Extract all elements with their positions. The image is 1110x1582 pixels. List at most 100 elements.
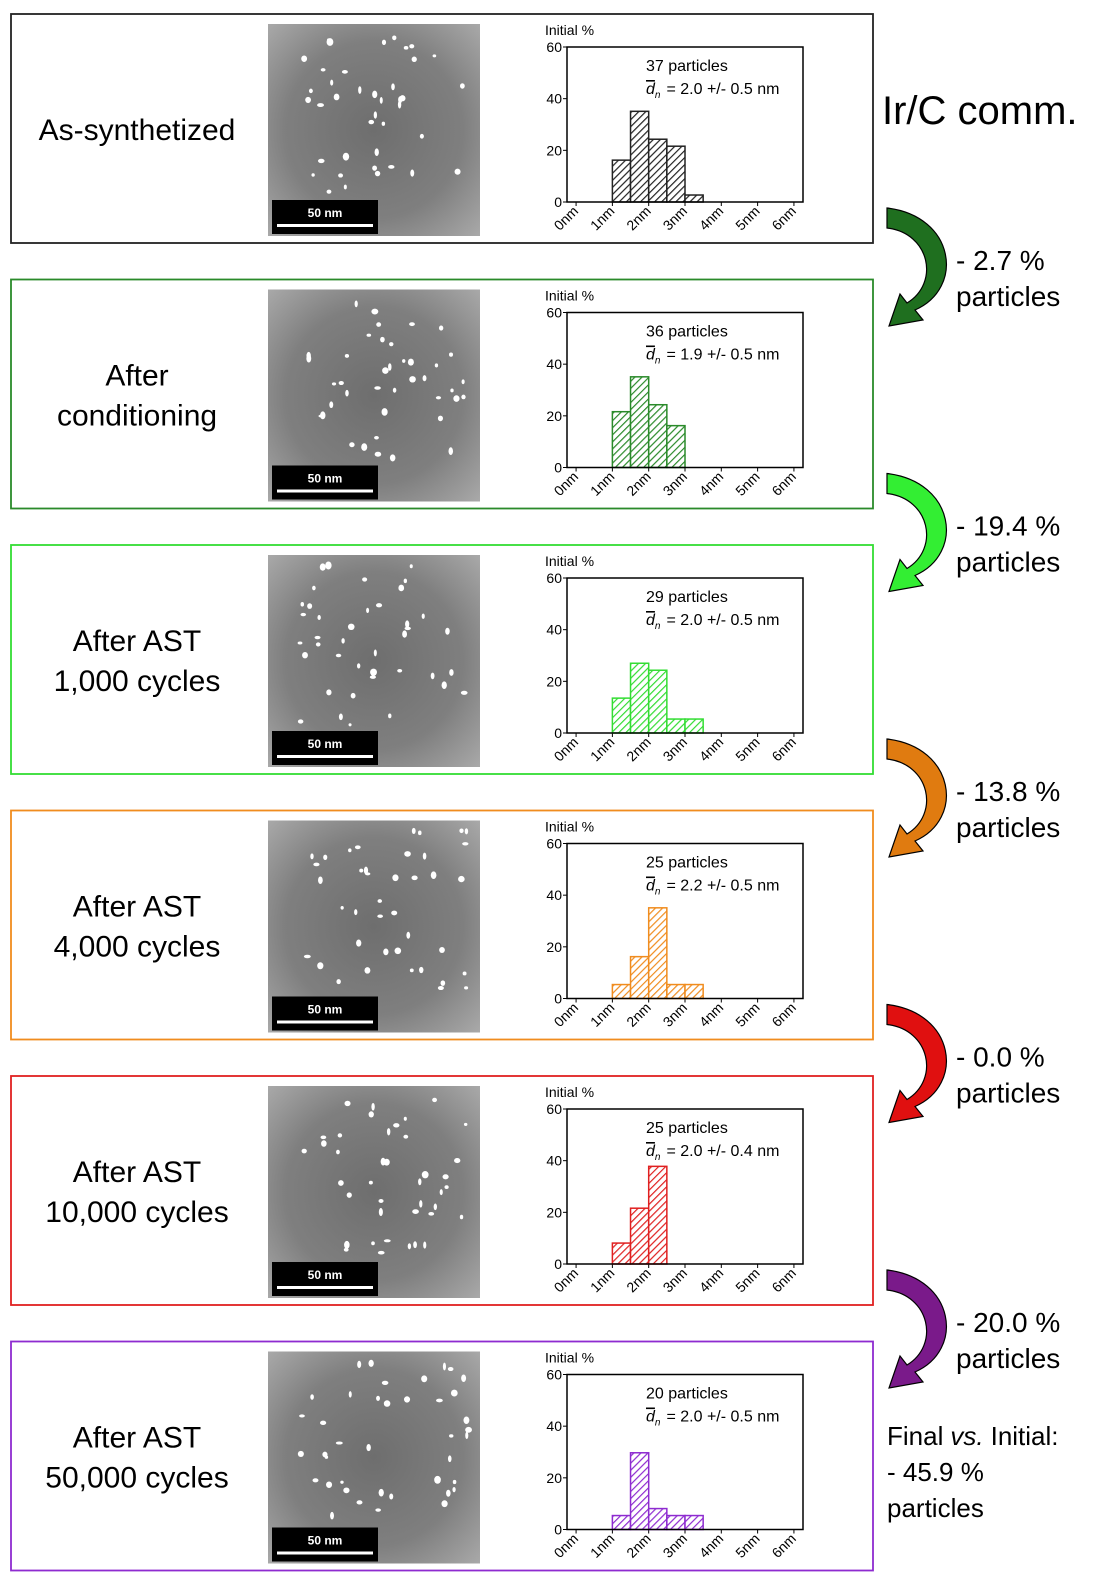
particle [302,651,308,659]
particle [368,1111,374,1118]
particle [324,1455,329,1459]
panel-frame [10,1075,874,1306]
x-tick-label: 2nm [623,999,654,1030]
scale-bar [277,755,373,758]
particle [374,170,381,177]
particle [392,874,399,882]
bar [629,110,650,203]
mean-subscript: n [655,356,661,367]
scale-bar-box [272,1527,378,1562]
particle [336,979,341,985]
y-axis-label: Initial % [545,819,594,835]
particle [381,408,388,416]
x-tick-label: 6nm [768,203,799,234]
particle [462,842,469,846]
particle [340,1480,344,1484]
bar [647,403,668,469]
particle [461,1374,467,1383]
particle [378,1199,384,1203]
particle [297,641,303,645]
particle [319,563,326,571]
particle [376,1395,380,1401]
particle [463,1122,468,1126]
particle [403,1396,411,1403]
y-tick-label: 0 [554,991,562,1007]
particle [460,690,468,695]
particle [442,1362,447,1371]
particle [437,415,443,422]
mean-subscript: n [655,621,661,632]
particle [371,1241,375,1246]
particle [377,899,383,903]
particle [380,1157,386,1166]
mean-text: = 1.9 +/- 0.5 nm [666,347,779,364]
particle [333,93,340,101]
particle [377,1250,385,1255]
bar [629,955,650,1000]
mean-subscript: n [655,887,661,898]
bar [629,1207,650,1265]
particle [394,947,402,955]
particle [374,148,379,157]
particle [305,96,311,104]
particle [388,713,392,719]
particle [300,612,307,617]
transition-change: - 20.0 % [956,1307,1060,1338]
mean-label: dn = 2.2 +/- 0.5 nm [646,878,779,898]
x-tick-label: 6nm [768,1530,799,1561]
particle [375,1508,381,1512]
particle [314,635,321,640]
scale-bar-label: 50 nm [308,737,343,751]
bar [647,138,668,203]
particle [434,1475,441,1484]
particle [369,675,376,679]
particle [454,1158,461,1164]
scale-bar-box [272,200,378,234]
particle [373,111,378,119]
particle [421,1375,428,1383]
x-tick-label: 4nm [696,203,727,234]
panel-label: After AST [73,1422,201,1455]
particle [404,851,411,857]
particle [447,1367,454,1372]
particle [441,681,447,689]
y-tick-label: 40 [546,887,562,903]
mean-symbol: d [646,81,656,98]
particle [330,79,334,86]
particle [358,86,362,94]
particle [411,56,417,62]
particle [357,1360,362,1369]
mean-symbol: d [646,878,656,895]
particle [405,620,410,629]
particle [381,39,387,46]
final-italic: vs. [950,1421,983,1451]
particle [464,986,469,990]
x-tick-label: 1nm [587,203,618,234]
mean-symbol: d [646,612,656,629]
particle [449,352,454,357]
bar [611,697,632,734]
particle [421,1171,429,1179]
scale-bar-box [272,465,378,500]
particle [407,358,414,366]
x-tick-label: 4nm [696,1265,727,1296]
particle [330,1511,334,1520]
bar [647,669,668,734]
mean-subscript: n [655,1152,661,1163]
particle [368,119,375,125]
particle [317,962,324,970]
particle [349,442,355,448]
particle [450,388,454,393]
x-tick-label: 6nm [768,734,799,765]
particle [445,627,450,635]
particle [464,828,469,835]
particle [421,613,425,619]
particle [409,322,415,327]
particle [397,100,402,109]
panel-label: 1,000 cycles [54,665,221,698]
particle [308,88,313,94]
particle [419,133,424,139]
particle [446,1489,451,1497]
mean-text: = 2.0 +/- 0.5 nm [666,612,779,629]
